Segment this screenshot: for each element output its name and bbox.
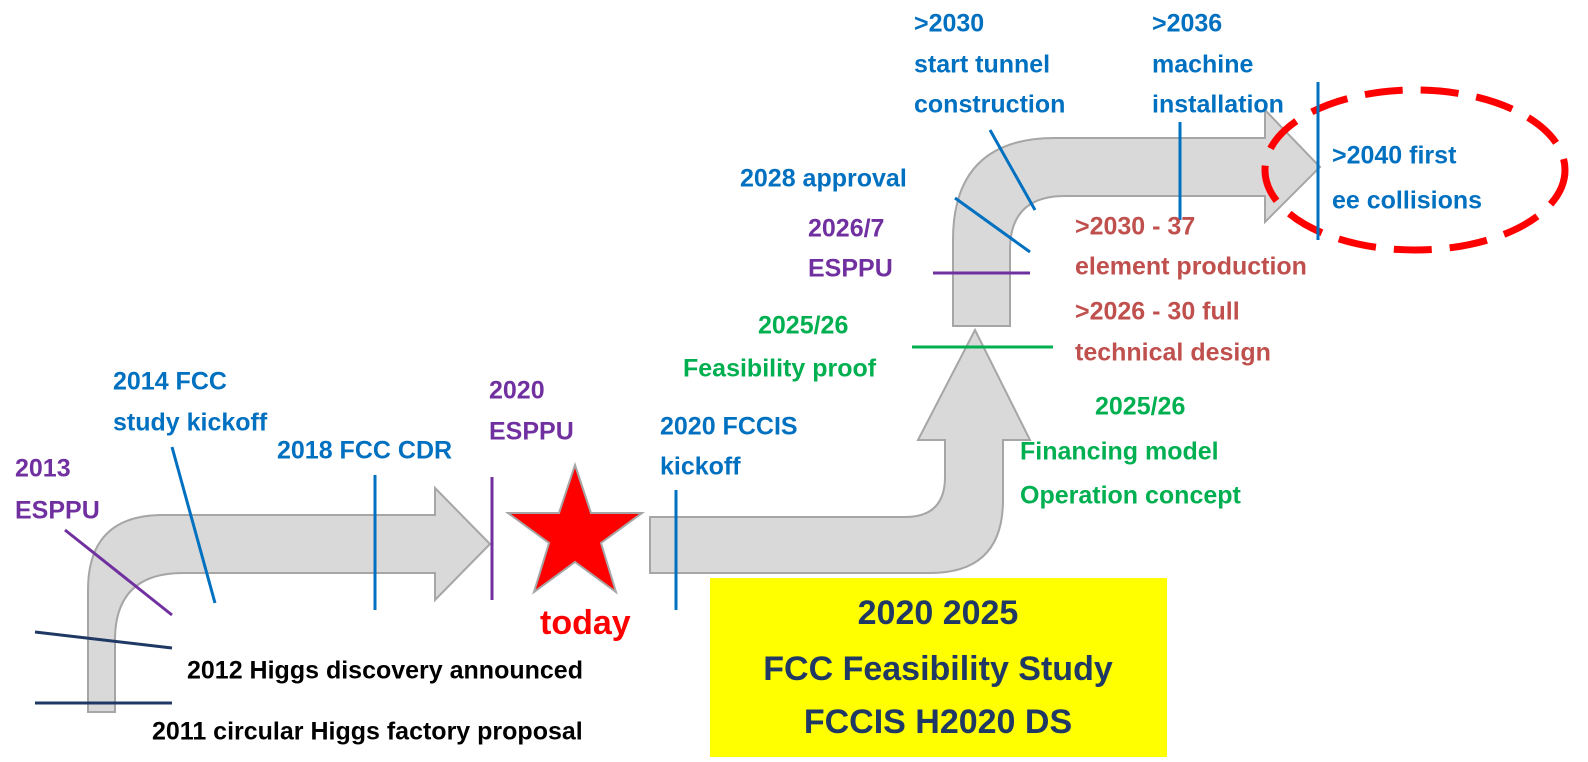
- label: 2028 approval: [740, 165, 907, 193]
- label: 2011 circular Higgs factory proposal: [152, 718, 583, 746]
- star: [504, 461, 646, 595]
- marker: [170, 446, 217, 604]
- arrow: [649, 327, 1032, 574]
- box-text: FCC Feasibility Study: [763, 650, 1113, 688]
- label: >2026 - 30 full: [1075, 298, 1240, 326]
- label: ee collisions: [1332, 187, 1482, 215]
- label: Operation concept: [1020, 482, 1242, 510]
- label: 2013: [15, 455, 71, 483]
- label: machine: [1152, 51, 1254, 79]
- label: study kickoff: [113, 409, 268, 437]
- marker: [954, 196, 1031, 254]
- label: 2020: [489, 377, 545, 405]
- label: 2026/7: [808, 215, 884, 243]
- arrow: [87, 485, 492, 713]
- label: technical design: [1075, 339, 1271, 367]
- label: element production: [1075, 253, 1307, 281]
- label: 2014 FCC: [113, 368, 227, 396]
- label: >2040 first: [1332, 142, 1457, 170]
- label: ESPPU: [15, 497, 100, 525]
- highlight-box: [710, 578, 1167, 757]
- label: ESPPU: [489, 418, 574, 446]
- box-text: FCCIS H2020 DS: [804, 703, 1072, 741]
- dashed-ellipse: [1261, 86, 1569, 254]
- label: >2036: [1152, 10, 1222, 38]
- label: kickoff: [660, 453, 741, 481]
- marker: [64, 528, 173, 617]
- label: ESPPU: [808, 255, 893, 283]
- label: >2030 - 37: [1075, 213, 1195, 241]
- label: 2020 FCCIS: [660, 413, 798, 441]
- arrow: [952, 107, 1322, 327]
- label: Feasibility proof: [683, 355, 877, 383]
- box-text: 2020 2025: [858, 594, 1019, 632]
- label: installation: [1152, 91, 1284, 119]
- label: construction: [914, 91, 1065, 119]
- marker: [34, 630, 173, 650]
- label: >2030: [914, 10, 984, 38]
- label: 2025/26: [758, 312, 848, 340]
- labels: 2013 ESPPU 2014 FCC study kickoff 2018 F…: [15, 10, 1482, 746]
- label: 2025/26: [1095, 393, 1185, 421]
- label: 2018 FCC CDR: [277, 437, 452, 465]
- marker: [988, 129, 1037, 211]
- label: Financing model: [1020, 438, 1219, 466]
- label: start tunnel: [914, 51, 1050, 79]
- label: 2012 Higgs discovery announced: [187, 657, 583, 685]
- label: today: [540, 604, 631, 642]
